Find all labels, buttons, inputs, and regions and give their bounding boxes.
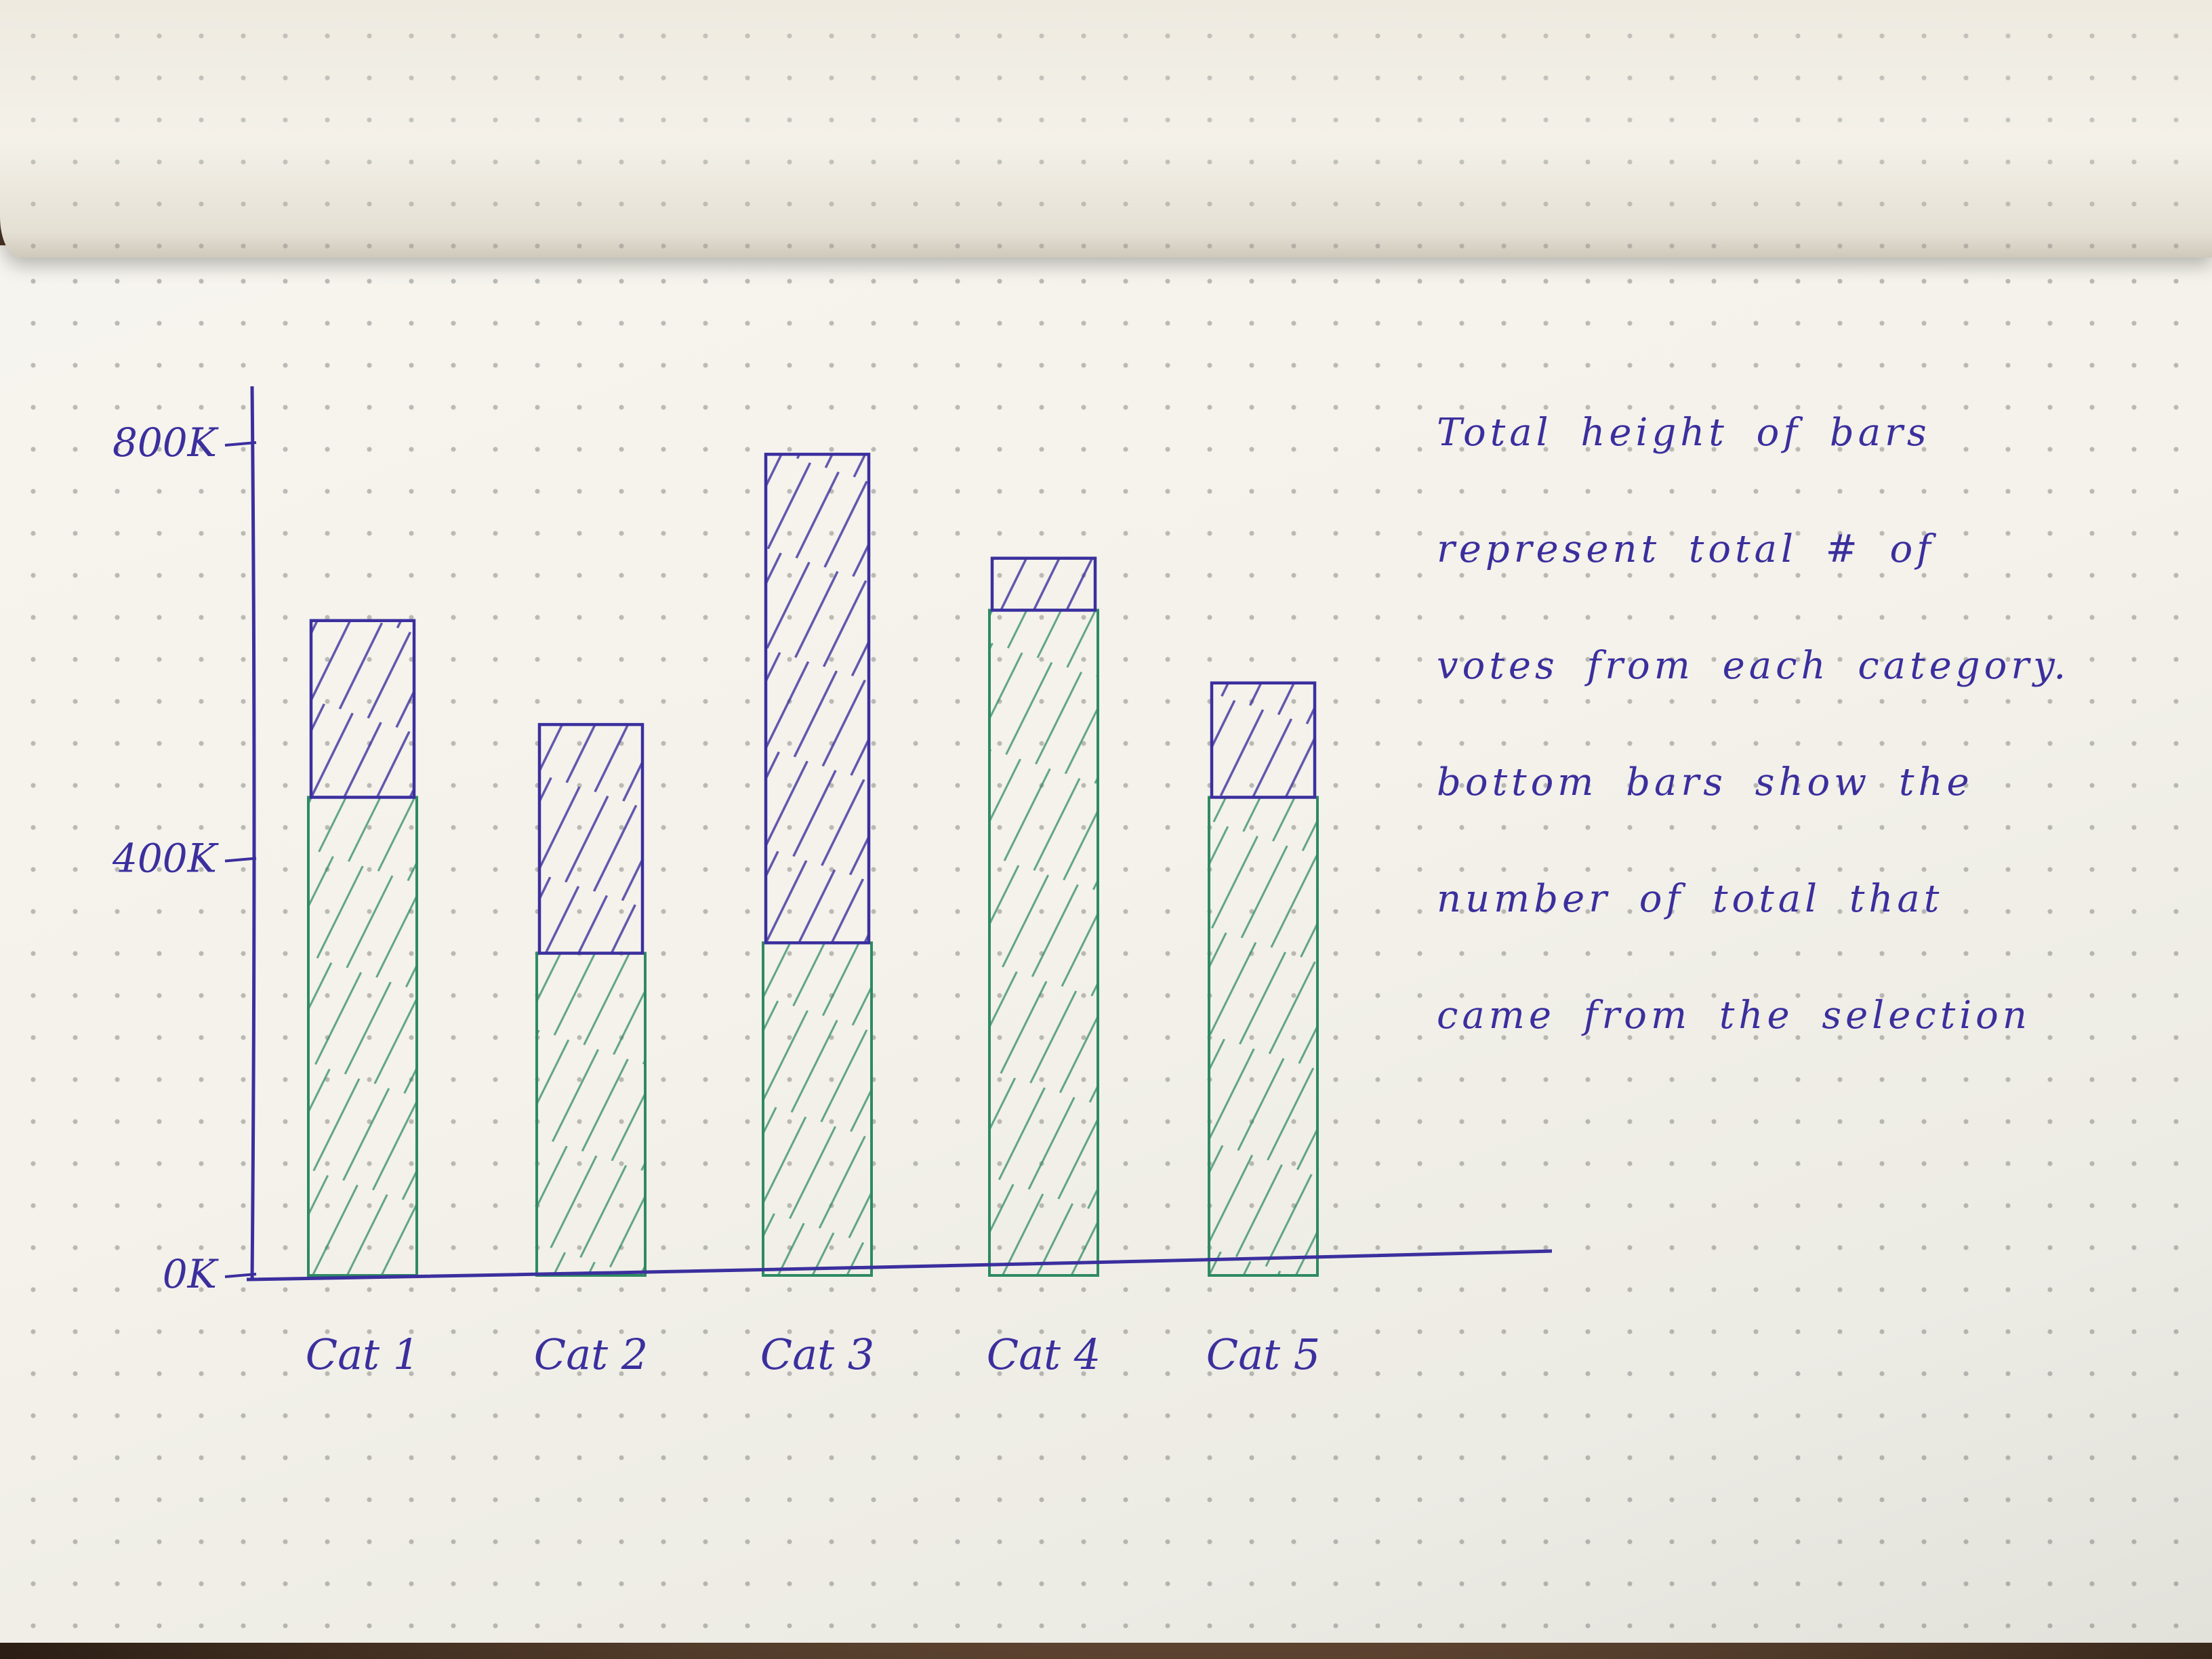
- y-tick-mark: [224, 441, 257, 447]
- y-tick-label: 400K: [112, 836, 220, 882]
- bar-top-fill: [766, 454, 869, 943]
- y-tick-mark: [224, 1273, 257, 1278]
- axes-group: [246, 386, 1553, 1282]
- annotation-line: represent total # of: [1437, 527, 1935, 571]
- dot-grid-upper: [0, 0, 2212, 258]
- bar-top-fill: [311, 620, 414, 798]
- notebook-page-upper: [0, 0, 2212, 258]
- y-tick-label: 0K: [163, 1251, 220, 1297]
- x-tick-label: Cat 4: [987, 1330, 1101, 1379]
- bar-bottom-fill: [308, 797, 417, 1275]
- bar-bottom-fill: [763, 943, 872, 1275]
- bars-group: [307, 453, 1319, 1277]
- x-axis-line: [246, 1249, 1553, 1282]
- y-tick-label: 800K: [112, 419, 220, 466]
- y-tick-mark: [224, 857, 257, 863]
- annotation-line: came from the selection: [1437, 994, 2031, 1038]
- annotation-line: number of total that: [1437, 877, 1944, 921]
- bar-top-segment: [990, 556, 1097, 612]
- x-tick-label: Cat 5: [1206, 1330, 1320, 1379]
- bar-top-segment: [764, 453, 871, 945]
- x-tick-label: Cat 2: [534, 1330, 648, 1379]
- annotation-line: Total height of bars: [1437, 411, 1931, 455]
- bar-top-segment: [309, 619, 416, 799]
- bar-top-segment: [1210, 681, 1317, 799]
- y-ticks-group: 800K 400K 0K: [112, 419, 257, 1297]
- bar-top-fill: [1212, 682, 1315, 798]
- x-tick-label: Cat 3: [760, 1330, 874, 1379]
- annotation-line: bottom bars show the: [1437, 760, 1973, 804]
- notebook-page-lower: [0, 245, 2212, 1643]
- bar-bottom-fill: [1209, 797, 1317, 1275]
- y-axis-line: [250, 386, 256, 1282]
- chart-annotation: Total height of bars represent total # o…: [1437, 346, 2189, 1103]
- annotation-line: votes from each category.: [1437, 644, 2070, 688]
- x-labels-group: Cat 1 Cat 2 Cat 3 Cat 4 Cat 5: [306, 1330, 1320, 1379]
- bar-top-fill: [992, 558, 1095, 611]
- bar-top-segment: [537, 722, 644, 955]
- bar-bottom-fill: [537, 953, 645, 1275]
- bar-bottom-fill: [989, 610, 1098, 1275]
- bar-top-fill: [539, 724, 642, 954]
- x-tick-label: Cat 1: [306, 1330, 419, 1379]
